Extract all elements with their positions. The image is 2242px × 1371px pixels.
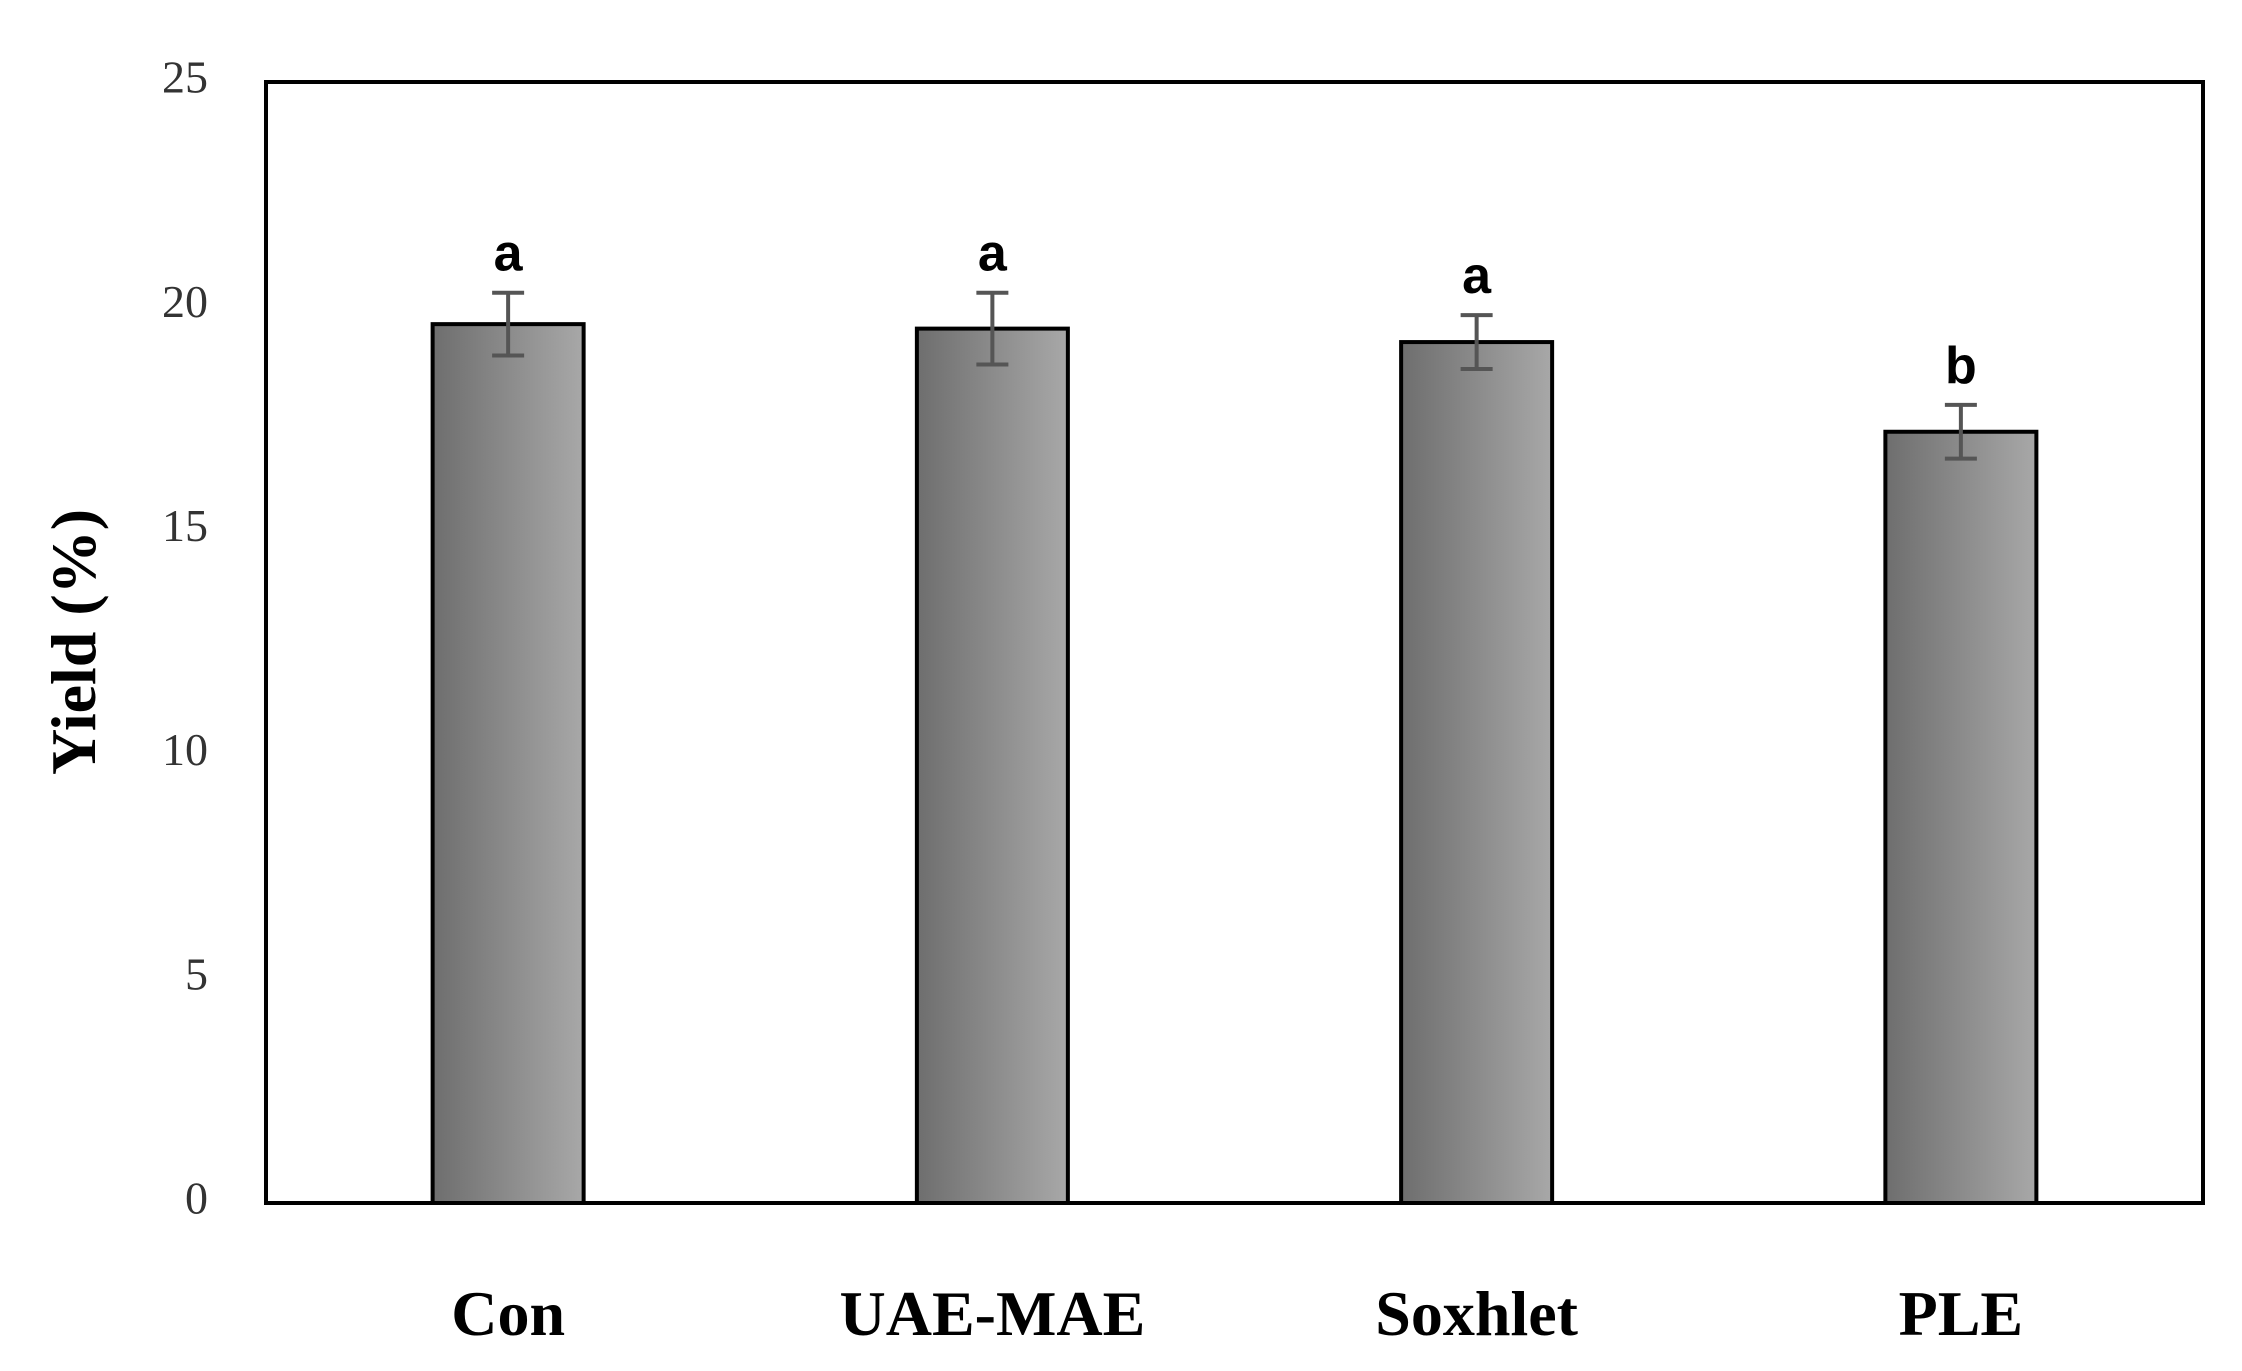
significance-letter: a	[978, 225, 1008, 283]
x-tick-label: Con	[451, 1278, 565, 1349]
plot-frame	[264, 80, 2205, 1205]
bar	[1883, 429, 2039, 1205]
y-tick-label: 15	[162, 500, 208, 551]
error-bar	[1460, 313, 1493, 371]
bar	[914, 326, 1070, 1205]
x-tick-label: UAE-MAE	[840, 1278, 1146, 1349]
y-tick-label: 20	[162, 276, 208, 327]
significance-letter: a	[1462, 247, 1492, 305]
bar	[1399, 340, 1555, 1205]
y-tick-label: 0	[185, 1173, 208, 1224]
significance-letter: b	[1945, 337, 1977, 395]
x-tick-label: PLE	[1899, 1278, 2023, 1349]
bar	[430, 322, 586, 1205]
error-bar	[1944, 402, 1977, 461]
y-tick-label: 5	[185, 948, 208, 999]
error-bar	[976, 290, 1009, 367]
y-tick-label: 10	[162, 724, 208, 775]
y-tick-label: 25	[162, 52, 208, 103]
error-bar	[492, 290, 525, 358]
y-axis-label: Yield (%)	[38, 509, 109, 775]
x-tick-label: Soxhlet	[1375, 1278, 1578, 1349]
significance-letter: a	[494, 225, 524, 283]
